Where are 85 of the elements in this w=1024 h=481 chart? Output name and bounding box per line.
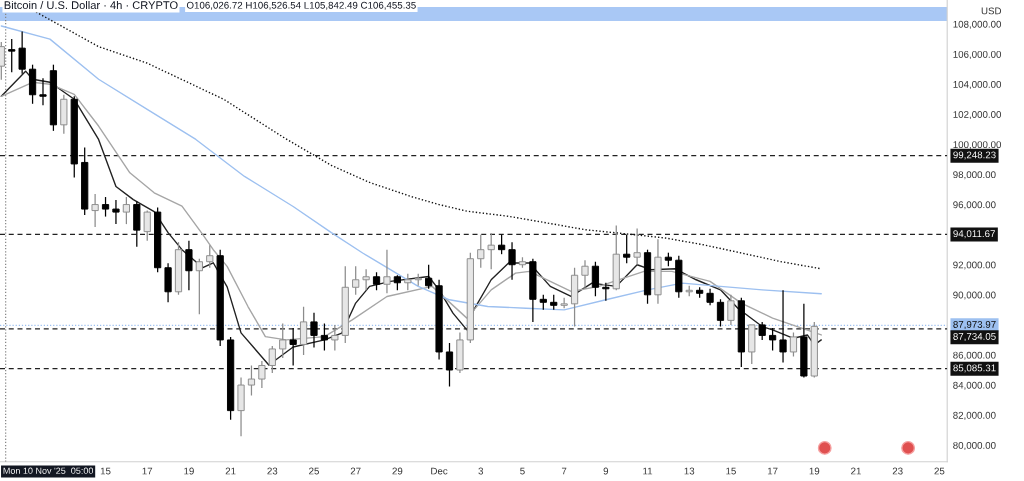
ref-line-label: 94,011.67 [953,230,995,239]
candlestick [372,271,381,291]
x-tick-label: 15 [100,467,111,475]
candlestick [18,30,26,75]
candlestick [143,209,151,242]
chart-title: Bitcoin / U.S. Dollar · 4h · CRYPTO [4,0,178,10]
candlestick [122,196,130,225]
candlestick [789,331,798,358]
x-tick-label: 21 [851,467,861,475]
candlestick [581,259,589,290]
chart-subtitle: O106,026.72 H106,526.54 L105,842.49 C106,455.35 [186,1,416,10]
x-tick-label: 23 [892,467,903,475]
x-tick-label: 25 [934,467,945,475]
x-tick-label: 7 [561,467,567,475]
candlestick [310,312,318,349]
y-tick-label: 80,000.00 [953,441,996,450]
x-tick-label: 11 [643,467,653,475]
candlestick [716,298,725,328]
candlestick [268,345,276,374]
candlestick [779,289,787,364]
y-tick-label: 82,000.00 [953,411,996,420]
candlestick [591,261,600,297]
candlestick [289,327,297,367]
candlestick [633,227,641,266]
y-tick-label: 84,000.00 [953,381,996,390]
y-tick-label: 96,000.00 [953,201,996,210]
x-tick-label: 23 [267,467,278,475]
y-tick-label: 86,000.00 [953,351,996,360]
x-tick-label: 15 [726,467,736,475]
candlestick [477,234,485,269]
candlestick [487,232,495,270]
candlestick [185,240,193,291]
x-tick-label: 9 [603,467,609,475]
candlestick [299,306,308,356]
candlestick [8,38,16,73]
candlestick [383,249,391,294]
x-tick-label: 3 [478,467,484,475]
candlestick [279,322,287,359]
candlestick [352,265,360,296]
x-tick-label: 27 [350,467,361,475]
candlestick [508,241,516,281]
line-series [0,25,822,311]
y-axis-title: USD [981,7,1002,15]
candlestick [602,282,610,302]
y-tick-label: 90,000.00 [953,291,996,300]
candlestick [320,322,329,352]
candlestick [362,268,370,291]
x-tick-label: 17 [767,467,778,475]
candlestick [769,327,777,352]
candlestick [91,193,99,228]
candlestick [247,364,256,397]
x-tick-label: 17 [142,467,153,475]
y-tick-label: 104,000.00 [953,80,1002,89]
y-tick-label: 108,000.00 [953,20,1002,29]
x-tick-label: 29 [392,467,403,475]
ref-line-label: 87,973.97 [953,321,996,330]
candlestick [101,196,110,218]
candlestick [195,258,203,315]
ref-line-label: 85,085.31 [953,364,996,373]
x-tick-label: 21 [225,467,236,475]
x-tick-label: Dec [431,467,448,475]
ref-line-label: 99,248.23 [953,151,996,160]
x-tick-label: 19 [809,467,820,475]
candlestick [623,234,631,264]
ref-line-label: 87,734.05 [953,333,996,342]
y-tick-label: 92,000.00 [953,261,996,270]
ref-line-label: Mon 10 Nov '25 05:00 [3,467,94,474]
candlestick [206,244,214,269]
candlestick [727,294,735,326]
candlestick [112,199,120,225]
candlestick [258,360,266,389]
y-tick-label: 98,000.00 [953,171,996,180]
y-tick-label: 102,000.00 [953,111,1002,120]
candlestick [498,234,506,255]
x-tick-label: 19 [184,467,194,475]
candlestick [425,264,433,290]
candlestick [445,342,454,388]
x-tick-label: 5 [520,467,525,475]
candlestick [331,324,339,352]
x-tick-label: 13 [684,467,695,475]
candlestick [39,77,47,106]
candlestick [758,321,766,341]
x-tick-label: 25 [309,467,319,475]
y-tick-label: 106,000.00 [953,50,1002,59]
y-tick-label: 100,000.00 [953,141,1002,150]
